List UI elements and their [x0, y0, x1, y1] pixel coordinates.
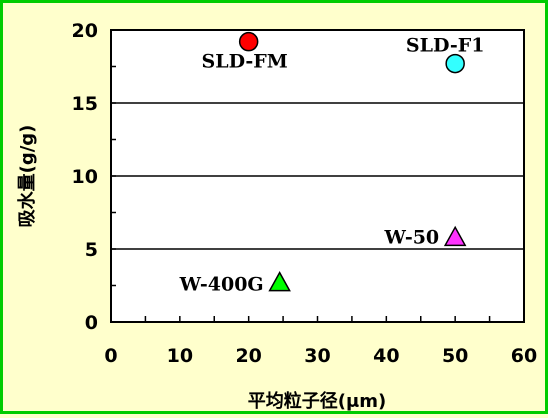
x-tick-label: 40 — [373, 345, 399, 367]
gridlines — [111, 102, 524, 250]
data-points — [238, 31, 467, 292]
y-tick-label: 0 — [85, 312, 98, 334]
x-tick-label: 30 — [304, 345, 330, 367]
y-tick-label: 5 — [85, 239, 98, 261]
x-tick-label: 20 — [235, 345, 261, 367]
point-label: W-50 — [384, 226, 440, 248]
point-label: SLD-F1 — [406, 35, 485, 57]
y-axis-title: 吸水量(g/g) — [16, 125, 38, 228]
x-tick-label: 60 — [511, 345, 537, 367]
point-sld-f1 — [445, 53, 465, 74]
y-tick-label: 10 — [72, 166, 98, 188]
point-labels: SLD-FM SLD-F1 W-50 W-400G — [179, 35, 485, 296]
y-tick-labels: 0 5 10 15 20 — [72, 20, 98, 334]
point-sld-fm — [238, 31, 259, 52]
point-w-50 — [443, 225, 467, 247]
x-tick-label: 50 — [442, 345, 468, 367]
point-label: W-400G — [179, 274, 264, 296]
point-label: SLD-FM — [202, 51, 288, 73]
point-w-400g — [268, 271, 291, 292]
x-axis-title: 平均粒子径(μm) — [248, 390, 386, 412]
y-tick-label: 15 — [72, 93, 98, 115]
x-tick-labels: 0 10 20 30 40 50 60 — [104, 345, 537, 367]
x-tick-label: 10 — [167, 345, 193, 367]
y-tick-label: 20 — [72, 20, 98, 42]
x-tick-label: 0 — [104, 345, 117, 367]
axis-ticks — [111, 65, 491, 322]
